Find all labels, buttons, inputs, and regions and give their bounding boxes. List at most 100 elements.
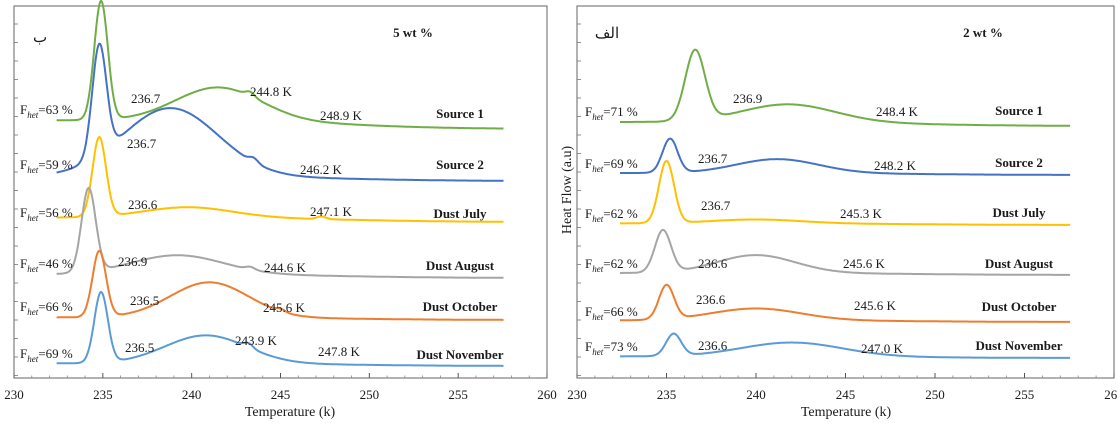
x-tick-label: 240 <box>182 387 202 402</box>
fhet-prefix: F <box>20 157 27 172</box>
series-label: Dust July <box>433 206 487 221</box>
fhet-subscript: het <box>592 264 603 274</box>
temperature-annotation: 236.9 <box>118 254 147 269</box>
fhet-subscript: het <box>592 112 603 122</box>
series-line <box>619 137 1071 176</box>
temperature-annotation: 236.7 <box>698 151 728 166</box>
series-label: Source 2 <box>436 157 484 172</box>
series-line <box>56 249 504 321</box>
fhet-value: =46 % <box>38 256 73 271</box>
fhet-subscript: het <box>27 165 38 175</box>
x-tick-label: 230 <box>567 387 587 402</box>
fhet-label: Fhet=69 % <box>585 156 638 174</box>
fhet-subscript: het <box>27 307 38 317</box>
series-line <box>619 283 1071 323</box>
fhet-label: Fhet=71 % <box>585 104 638 122</box>
temperature-annotation: 244.6 K <box>264 260 307 275</box>
fhet-prefix: F <box>585 156 592 171</box>
x-ticks: 230 235 240 245 250 255 260 <box>567 373 1117 402</box>
fhet-value: =73 % <box>603 339 638 354</box>
fhet-prefix: F <box>585 304 592 319</box>
x-axis-title: Temperature (k) <box>245 405 336 420</box>
fhet-prefix: F <box>585 206 592 221</box>
curves <box>619 48 1071 359</box>
temperature-annotation: 236.6 <box>696 292 726 307</box>
fhet-prefix: F <box>20 256 27 271</box>
fhet-prefix: F <box>20 205 27 220</box>
chart-panel-5wt: ب 5 wt % Temperature (k) 230 235 240 245 250… <box>4 0 557 420</box>
fhet-value: =71 % <box>603 104 638 119</box>
series-line <box>56 186 504 279</box>
temperature-annotation: 236.7 <box>127 136 157 151</box>
fhet-label: Fhet=66 % <box>585 304 638 322</box>
series-label: Dust August <box>426 258 495 273</box>
x-tick-label: 260 <box>1104 387 1117 402</box>
chart-panel-2wt: الف 2 wt % Heat Flow (a.u) Temperature (… <box>560 5 1117 420</box>
series-label: Dust October <box>982 299 1057 314</box>
temperature-annotation: 244.8 K <box>250 84 293 99</box>
temperature-annotation: 236.6 <box>128 197 158 212</box>
fhet-prefix: F <box>20 299 27 314</box>
fhet-subscript: het <box>27 264 38 274</box>
fhet-prefix: F <box>585 256 592 271</box>
y-ticks <box>14 23 18 376</box>
fhet-subscript: het <box>592 214 603 224</box>
fhet-prefix: F <box>20 346 27 361</box>
fhet-label: Fhet=56 % <box>20 205 73 223</box>
fhet-subscript: het <box>27 354 38 364</box>
x-tick-label: 235 <box>657 387 677 402</box>
series-line <box>619 228 1071 276</box>
x-tick-label: 255 <box>448 387 468 402</box>
series-line <box>619 159 1071 226</box>
fhet-label: Fhet=46 % <box>20 256 73 274</box>
series-label: Source 1 <box>436 106 484 121</box>
temperature-annotation: 236.5 <box>125 340 154 355</box>
fhet-value: =66 % <box>603 304 638 319</box>
panel-title: 2 wt % <box>963 25 1003 40</box>
fhet-value: =56 % <box>38 205 73 220</box>
series-labels: Source 1 Source 2 Dust July Dust August Dust… <box>416 106 503 362</box>
series-label: Dust November <box>416 347 503 362</box>
x-tick-label: 230 <box>4 387 24 402</box>
series-label: Dust October <box>423 299 498 314</box>
fhet-value: =69 % <box>38 346 73 361</box>
annotations: 236.7 244.8 K 248.9 K 236.7 246.2 K 236.6 247.… <box>118 84 363 359</box>
x-tick-label: 245 <box>836 387 856 402</box>
fhet-value: =66 % <box>38 299 73 314</box>
series-line <box>56 42 504 182</box>
temperature-annotation: 247.8 K <box>318 344 361 359</box>
fhet-label: Fhet=62 % <box>585 256 638 274</box>
x-tick-label: 255 <box>1015 387 1035 402</box>
fhet-prefix: F <box>585 339 592 354</box>
fhet-subscript: het <box>27 110 38 120</box>
fhet-labels: Fhet=63 %Fhet=59 %Fhet=56 %Fhet=46 %Fhet… <box>20 102 73 364</box>
fhet-subscript: het <box>592 312 603 322</box>
series-label: Dust July <box>992 205 1046 220</box>
fhet-subscript: het <box>592 347 603 357</box>
temperature-annotation: 245.6 K <box>854 298 897 313</box>
series-line <box>56 136 504 223</box>
temperature-annotation: 236.6 <box>698 338 728 353</box>
temperature-annotation: 236.7 <box>131 91 161 106</box>
temperature-annotation: 245.3 K <box>840 206 883 221</box>
fhet-label: Fhet=66 % <box>20 299 73 317</box>
panel-mark: ب <box>33 30 47 46</box>
fhet-value: =69 % <box>603 156 638 171</box>
series-label: Dust November <box>975 338 1062 353</box>
series-label: Source 2 <box>995 155 1043 170</box>
temperature-annotation: 248.9 K <box>320 108 363 123</box>
fhet-value: =62 % <box>603 256 638 271</box>
temperature-annotation: 245.6 K <box>843 256 886 271</box>
temperature-annotation: 236.5 <box>130 293 159 308</box>
series-label: Dust August <box>985 256 1054 271</box>
x-tick-label: 235 <box>93 387 113 402</box>
temperature-annotation: 236.7 <box>701 198 731 213</box>
fhet-prefix: F <box>20 102 27 117</box>
fhet-value: =63 % <box>38 102 73 117</box>
x-tick-label: 260 <box>537 387 557 402</box>
fhet-label: Fhet=62 % <box>585 206 638 224</box>
temperature-annotation: 245.6 K <box>263 300 306 315</box>
fhet-label: Fhet=69 % <box>20 346 73 364</box>
temperature-annotation: 248.4 K <box>876 104 919 119</box>
